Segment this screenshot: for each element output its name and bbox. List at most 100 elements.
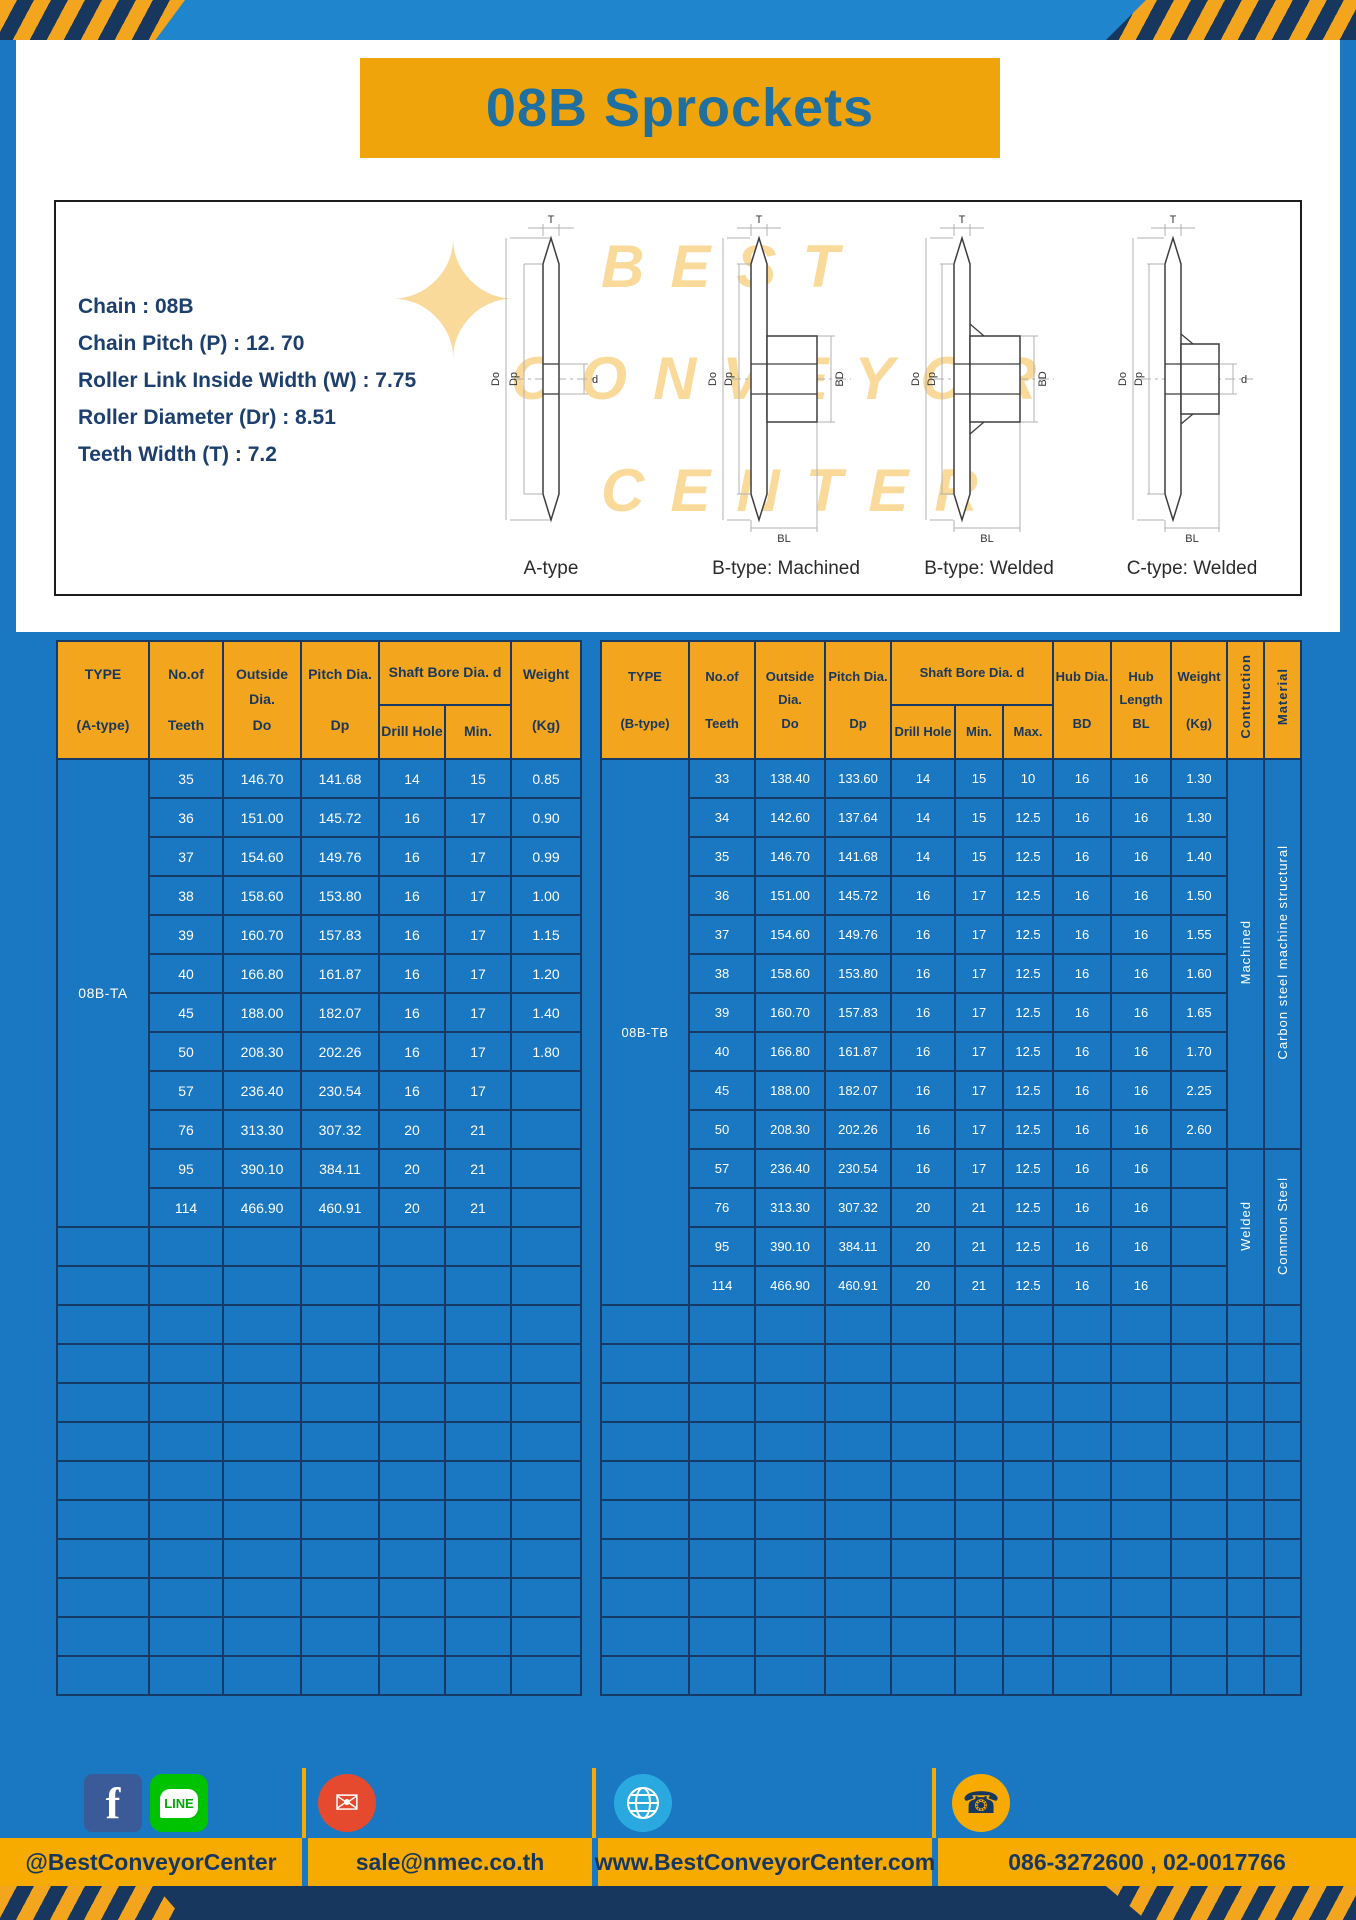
empty-cell xyxy=(510,1226,583,1267)
table-cell: 21 xyxy=(954,1187,1004,1228)
table-row: 45 188.00 182.07 16 17 12.5 16 16 2.25 xyxy=(601,1070,1301,1111)
table-cell: 1.40 xyxy=(1170,836,1229,877)
empty-cell xyxy=(754,1304,826,1345)
empty-cell xyxy=(56,1499,150,1540)
empty-row xyxy=(56,1616,583,1657)
empty-cell xyxy=(1170,1538,1229,1579)
table-cell: 16 xyxy=(1110,1187,1173,1228)
table-cell: 17 xyxy=(443,836,513,877)
empty-cell xyxy=(1263,1343,1303,1384)
col-header-drill-hole: Drill Hole xyxy=(378,704,446,760)
table-row: 39 160.70 157.83 16 17 12.5 16 16 1.65 xyxy=(601,992,1301,1033)
facebook-icon[interactable]: f xyxy=(84,1774,142,1832)
table-cell: 1.65 xyxy=(1170,992,1229,1033)
table-cell: 12.5 xyxy=(1001,1109,1055,1150)
empty-cell xyxy=(222,1226,302,1267)
empty-cell xyxy=(1052,1538,1113,1579)
table-cell: 21 xyxy=(954,1265,1004,1306)
table-cell: 202.26 xyxy=(824,1109,892,1150)
diagram-caption-b-welded: B-type: Welded xyxy=(924,558,1054,579)
empty-cell xyxy=(1001,1421,1055,1462)
empty-cell xyxy=(222,1265,302,1306)
empty-cell xyxy=(600,1655,690,1696)
empty-cell xyxy=(754,1616,826,1657)
empty-row xyxy=(600,1421,1303,1462)
website-url[interactable]: www.BestConveyorCenter.com xyxy=(594,1848,936,1875)
col-header-hub-dia: Hub Dia. BD xyxy=(1052,640,1113,760)
table-cell: 17 xyxy=(954,1109,1004,1150)
empty-cell xyxy=(378,1226,446,1267)
table-cell: 39 xyxy=(148,914,224,955)
table-cell: 12.5 xyxy=(1001,953,1055,994)
empty-cell xyxy=(954,1343,1004,1384)
table-cell: 1.60 xyxy=(1170,953,1229,994)
col-header-drill-hole: Drill Hole xyxy=(890,704,956,760)
empty-cell xyxy=(954,1577,1004,1618)
empty-cell xyxy=(1110,1538,1173,1579)
empty-cell xyxy=(443,1304,513,1345)
table-cell: 16 xyxy=(1052,875,1113,916)
table-cell: 153.80 xyxy=(300,875,380,916)
email-address[interactable]: sale@nmec.co.th xyxy=(355,1848,545,1875)
empty-row xyxy=(56,1421,583,1462)
empty-row xyxy=(56,1265,583,1306)
empty-cell xyxy=(824,1460,892,1501)
table-cell: 157.83 xyxy=(824,992,892,1033)
table-row: 114 466.90 460.91 20 21 12.5 16 16 xyxy=(601,1265,1301,1306)
table-cell: 16 xyxy=(378,992,446,1033)
phone-numbers[interactable]: 086-3272600 , 02-0017766 xyxy=(1008,1848,1286,1875)
empty-row xyxy=(600,1382,1303,1423)
empty-cell xyxy=(1052,1616,1113,1657)
col-header-min: Min. xyxy=(954,704,1004,760)
table-row: 40 166.80 161.87 16 17 1.20 xyxy=(57,953,583,994)
dim-label-t: T xyxy=(548,214,555,226)
empty-cell xyxy=(222,1499,302,1540)
col-header-shaft-bore: Shaft Bore Dia. d xyxy=(889,640,1055,706)
empty-cell xyxy=(222,1616,302,1657)
empty-cell xyxy=(148,1460,224,1501)
empty-cell xyxy=(1052,1577,1113,1618)
empty-row xyxy=(56,1655,583,1696)
empty-row xyxy=(56,1577,583,1618)
empty-cell xyxy=(754,1499,826,1540)
table-cell: 0.85 xyxy=(510,758,583,799)
social-handle[interactable]: @BestConveyorCenter xyxy=(25,1848,277,1875)
empty-cell xyxy=(510,1421,583,1462)
table-cell: 95 xyxy=(688,1226,756,1267)
phone-icon[interactable]: ☎ xyxy=(952,1774,1010,1832)
empty-cell xyxy=(1170,1382,1229,1423)
table-cell: 161.87 xyxy=(824,1031,892,1072)
empty-cell xyxy=(1263,1421,1303,1462)
table-cell: 17 xyxy=(954,1070,1004,1111)
empty-cell xyxy=(688,1655,756,1696)
col-header-outside-dia: Outside Dia. Do xyxy=(754,640,826,760)
table-cell: 16 xyxy=(890,1070,956,1111)
line-icon[interactable]: LINE xyxy=(150,1774,208,1832)
construction-group-cell: Welded xyxy=(1226,1148,1266,1306)
empty-cell xyxy=(954,1616,1004,1657)
table-cell: 21 xyxy=(443,1109,513,1150)
material-label: Carbon steel machine structural xyxy=(1275,845,1291,1060)
email-icon[interactable]: ✉ xyxy=(318,1774,376,1832)
table-cell xyxy=(510,1187,583,1228)
table-cell xyxy=(1170,1226,1229,1267)
dim-label-bl: BL xyxy=(777,533,790,544)
table-cell: 466.90 xyxy=(222,1187,302,1228)
table-cell: 16 xyxy=(1110,797,1173,838)
table-cell: 2.25 xyxy=(1170,1070,1229,1111)
table-row: 38 158.60 153.80 16 17 1.00 xyxy=(57,875,583,916)
table-cell: 307.32 xyxy=(824,1187,892,1228)
table-cell: 16 xyxy=(890,914,956,955)
material-group-cell: Common Steel xyxy=(1263,1148,1303,1306)
empty-cell xyxy=(824,1577,892,1618)
empty-cell xyxy=(222,1304,302,1345)
empty-cell xyxy=(148,1343,224,1384)
table-cell xyxy=(1170,1265,1229,1306)
empty-cell xyxy=(890,1538,956,1579)
empty-cell xyxy=(824,1382,892,1423)
empty-cell xyxy=(1110,1343,1173,1384)
table-cell: 16 xyxy=(1110,1265,1173,1306)
globe-icon[interactable] xyxy=(614,1774,672,1832)
table-cell xyxy=(510,1148,583,1189)
table-cell: 0.90 xyxy=(510,797,583,838)
